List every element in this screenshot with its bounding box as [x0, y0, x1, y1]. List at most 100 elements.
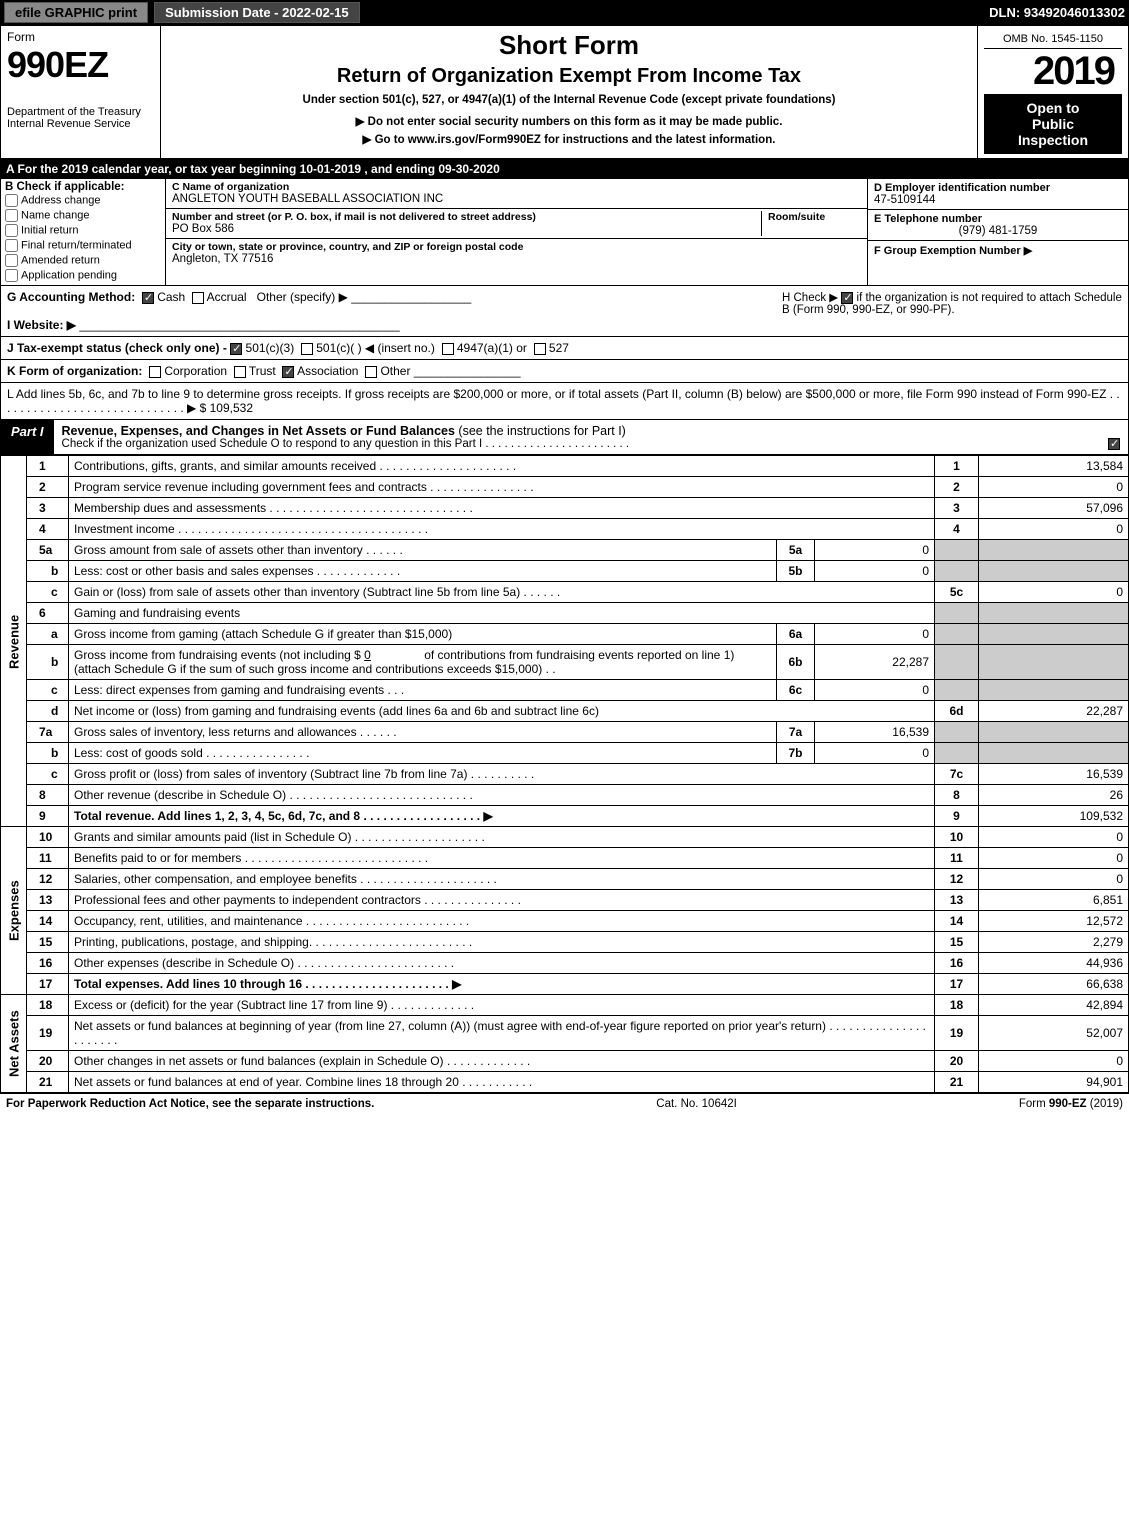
line-6c-val: 0 [815, 680, 935, 701]
chk-corporation[interactable] [149, 366, 161, 378]
chk-h[interactable] [841, 292, 853, 304]
row-l: L Add lines 5b, 6c, and 7b to line 9 to … [0, 383, 1129, 420]
chk-501c[interactable] [301, 343, 313, 355]
line-17-amt: 66,638 [979, 974, 1129, 995]
chk-association[interactable] [282, 366, 294, 378]
line-13-amt: 6,851 [979, 890, 1129, 911]
goto-link[interactable]: ▶ Go to www.irs.gov/Form990EZ for instru… [167, 132, 971, 146]
line-14-desc: Occupancy, rent, utilities, and maintena… [69, 911, 935, 932]
box-b-label: B Check if applicable: [5, 181, 125, 193]
line-3-desc: Membership dues and assessments . . . . … [69, 498, 935, 519]
line-7a-val: 16,539 [815, 722, 935, 743]
line-4-amt: 0 [979, 519, 1129, 540]
top-bar: efile GRAPHIC print Submission Date - 20… [0, 0, 1129, 25]
h-label: H Check ▶ [782, 292, 838, 304]
line-6b-desc: Gross income from fundraising events (no… [69, 645, 777, 680]
chk-trust[interactable] [234, 366, 246, 378]
chk-final-return[interactable]: Final return/terminated [5, 238, 161, 253]
line-6c-desc: Less: direct expenses from gaming and fu… [69, 680, 777, 701]
chk-name-change[interactable]: Name change [5, 208, 161, 223]
irs-label: Internal Revenue Service [7, 118, 154, 130]
short-form-title: Short Form [167, 30, 971, 61]
line-10-desc: Grants and similar amounts paid (list in… [69, 827, 935, 848]
chk-schedule-o[interactable] [1108, 438, 1120, 450]
line-7b-val: 0 [815, 743, 935, 764]
chk-amended-return[interactable]: Amended return [5, 253, 161, 268]
org-city: Angleton, TX 77516 [172, 253, 273, 265]
g-label: G Accounting Method: [7, 290, 135, 304]
line-7a-desc: Gross sales of inventory, less returns a… [69, 722, 777, 743]
chk-527[interactable] [534, 343, 546, 355]
line-12-desc: Salaries, other compensation, and employ… [69, 869, 935, 890]
chk-accrual[interactable] [192, 292, 204, 304]
footer-right: Form 990-EZ (2019) [1019, 1098, 1123, 1110]
chk-address-change[interactable]: Address change [5, 193, 161, 208]
phone-value: (979) 481-1759 [874, 225, 1122, 237]
page-footer: For Paperwork Reduction Act Notice, see … [0, 1093, 1129, 1114]
chk-application-pending[interactable]: Application pending [5, 268, 161, 283]
line-5a-desc: Gross amount from sale of assets other t… [69, 540, 777, 561]
line-5b-desc: Less: cost or other basis and sales expe… [69, 561, 777, 582]
line-18-desc: Excess or (deficit) for the year (Subtra… [69, 995, 935, 1016]
line-5c-amt: 0 [979, 582, 1129, 603]
efile-print-button[interactable]: efile GRAPHIC print [4, 2, 148, 23]
row-j: J Tax-exempt status (check only one) - 5… [0, 337, 1129, 360]
line-9-desc: Total revenue. Add lines 1, 2, 3, 4, 5c,… [69, 806, 935, 827]
line-6a-val: 0 [815, 624, 935, 645]
line-2-desc: Program service revenue including govern… [69, 477, 935, 498]
line-6-desc: Gaming and fundraising events [69, 603, 935, 624]
line-10-amt: 0 [979, 827, 1129, 848]
line-16-desc: Other expenses (describe in Schedule O) … [69, 953, 935, 974]
side-revenue: Revenue [1, 456, 27, 827]
line-21-desc: Net assets or fund balances at end of ye… [69, 1072, 935, 1093]
line-1-desc: Contributions, gifts, grants, and simila… [69, 456, 935, 477]
chk-4947[interactable] [442, 343, 454, 355]
box-e-label: E Telephone number [874, 213, 982, 225]
line-18-amt: 42,894 [979, 995, 1129, 1016]
row-a-tax-year: A For the 2019 calendar year, or tax yea… [0, 159, 1129, 179]
line-6d-amt: 22,287 [979, 701, 1129, 722]
line-1-amt: 13,584 [979, 456, 1129, 477]
form-number: 990EZ [7, 44, 154, 86]
main-title: Return of Organization Exempt From Incom… [167, 65, 971, 88]
line-9-amt: 109,532 [979, 806, 1129, 827]
line-20-desc: Other changes in net assets or fund bala… [69, 1051, 935, 1072]
chk-cash[interactable] [142, 292, 154, 304]
part1-table: Revenue 1Contributions, gifts, grants, a… [0, 455, 1129, 1093]
i-label: I Website: ▶ [7, 318, 76, 332]
org-name: ANGLETON YOUTH BASEBALL ASSOCIATION INC [172, 193, 443, 205]
dln-label: DLN: 93492046013302 [989, 5, 1125, 20]
open-to-public: Open to Public Inspection [984, 94, 1122, 154]
row-g-h-i: G Accounting Method: Cash Accrual Other … [0, 286, 1129, 337]
room-label: Room/suite [768, 211, 825, 223]
line-5c-desc: Gain or (loss) from sale of assets other… [69, 582, 935, 603]
org-info-grid: B Check if applicable: Address change Na… [0, 179, 1129, 286]
form-word: Form [7, 30, 154, 44]
line-3-amt: 57,096 [979, 498, 1129, 519]
ssn-warning: ▶ Do not enter social security numbers o… [167, 114, 971, 128]
part1-header: Part I Revenue, Expenses, and Changes in… [0, 420, 1129, 455]
chk-501c3[interactable] [230, 343, 242, 355]
line-21-amt: 94,901 [979, 1072, 1129, 1093]
line-5b-val: 0 [815, 561, 935, 582]
side-expenses: Expenses [1, 827, 27, 995]
box-d-label: D Employer identification number [874, 182, 1050, 194]
line-16-amt: 44,936 [979, 953, 1129, 974]
footer-left: For Paperwork Reduction Act Notice, see … [6, 1098, 374, 1110]
footer-mid: Cat. No. 10642I [656, 1098, 737, 1110]
line-20-amt: 0 [979, 1051, 1129, 1072]
line-5a-val: 0 [815, 540, 935, 561]
line-12-amt: 0 [979, 869, 1129, 890]
line-17-desc: Total expenses. Add lines 10 through 16 … [69, 974, 935, 995]
line-19-desc: Net assets or fund balances at beginning… [69, 1016, 935, 1051]
line-19-amt: 52,007 [979, 1016, 1129, 1051]
omb-number: OMB No. 1545-1150 [984, 30, 1122, 49]
chk-initial-return[interactable]: Initial return [5, 223, 161, 238]
part1-title: Revenue, Expenses, and Changes in Net As… [62, 424, 455, 438]
line-7b-desc: Less: cost of goods sold . . . . . . . .… [69, 743, 777, 764]
chk-other-org[interactable] [365, 366, 377, 378]
line-15-desc: Printing, publications, postage, and shi… [69, 932, 935, 953]
submission-date-button[interactable]: Submission Date - 2022-02-15 [154, 2, 360, 23]
line-13-desc: Professional fees and other payments to … [69, 890, 935, 911]
side-net-assets: Net Assets [1, 995, 27, 1093]
